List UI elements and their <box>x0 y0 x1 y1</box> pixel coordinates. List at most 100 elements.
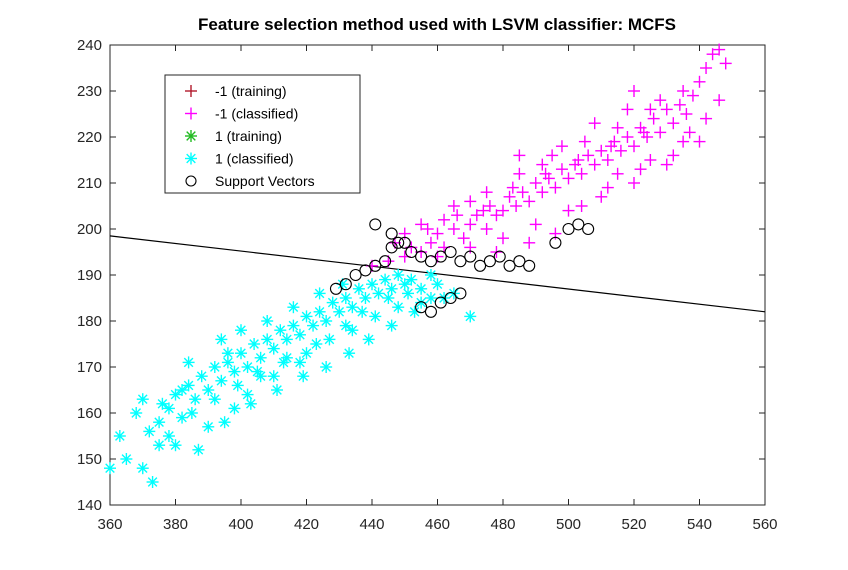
data-point <box>241 361 254 373</box>
data-point <box>503 190 516 203</box>
data-point <box>480 186 493 199</box>
data-point <box>686 89 699 102</box>
data-point <box>162 402 175 415</box>
x-tick-label: 440 <box>359 516 384 533</box>
data-point <box>392 301 405 314</box>
data-point <box>146 476 159 488</box>
data-point <box>572 154 585 166</box>
data-point <box>136 462 149 475</box>
data-point <box>369 259 382 272</box>
legend-item: Support Vectors <box>185 173 315 189</box>
data-point <box>621 103 634 116</box>
data-point <box>215 374 228 387</box>
data-point <box>287 301 300 314</box>
data-point <box>280 333 293 346</box>
y-tick-label: 160 <box>77 405 102 422</box>
data-point <box>267 370 280 383</box>
data-point <box>464 195 477 208</box>
data-point <box>415 301 428 314</box>
data-point <box>523 236 536 249</box>
data-point <box>513 167 526 180</box>
data-point <box>313 287 326 300</box>
data-point <box>588 117 601 130</box>
y-tick-label: 190 <box>77 267 102 284</box>
data-point <box>307 319 320 332</box>
data-point <box>483 255 496 268</box>
data-point <box>700 112 713 125</box>
data-point <box>329 282 343 295</box>
legend-label: 1 (classified) <box>215 151 294 167</box>
data-point <box>713 94 726 107</box>
legend-item: -1 (training) <box>185 83 287 99</box>
data-point <box>405 245 418 259</box>
decision-boundary <box>109 235 766 313</box>
data-point <box>683 126 696 139</box>
data-point <box>349 268 362 282</box>
data-point <box>130 407 143 419</box>
data-point <box>385 319 398 332</box>
data-point <box>215 333 228 346</box>
legend-box <box>164 74 361 194</box>
x-tick-label: 540 <box>687 516 712 533</box>
data-point <box>470 209 483 222</box>
data-point <box>660 103 673 116</box>
data-point <box>575 200 588 212</box>
y-tick-label: 240 <box>77 37 102 54</box>
data-point <box>235 347 247 360</box>
data-point <box>136 393 149 406</box>
data-point <box>120 453 133 465</box>
data-point <box>497 204 509 217</box>
data-point <box>182 356 195 369</box>
data-point <box>156 397 169 410</box>
data-point <box>497 232 509 245</box>
data-point <box>415 296 428 309</box>
data-point <box>398 236 411 249</box>
data-point <box>185 407 198 419</box>
data-point <box>706 48 719 61</box>
data-point <box>176 384 189 396</box>
data-point <box>660 158 673 171</box>
data-point <box>320 315 333 327</box>
data-point <box>523 259 536 272</box>
data-point <box>254 351 267 364</box>
legend-marker <box>185 85 197 97</box>
y-tick-label: 140 <box>77 497 102 514</box>
data-point <box>228 365 241 378</box>
data-point <box>595 144 608 157</box>
data-point <box>379 255 392 268</box>
data-point <box>424 236 437 249</box>
data-point <box>464 218 477 231</box>
legend-item: 1 (classified) <box>185 151 294 167</box>
data-point <box>451 209 464 222</box>
data-point <box>162 430 175 442</box>
data-point <box>529 177 542 189</box>
data-point <box>339 292 352 304</box>
data-point <box>644 103 657 116</box>
data-point <box>444 291 457 305</box>
data-points <box>104 43 732 488</box>
data-point <box>189 393 202 406</box>
data-point <box>510 200 523 212</box>
data-point <box>549 181 562 194</box>
x-tick-label: 400 <box>228 516 253 533</box>
data-point <box>143 425 156 438</box>
data-point <box>271 384 284 396</box>
data-point <box>562 172 575 185</box>
data-point <box>415 282 428 295</box>
data-point <box>169 388 182 401</box>
data-point <box>447 200 460 212</box>
data-point <box>297 370 310 383</box>
data-point <box>385 282 398 295</box>
data-point <box>202 384 215 396</box>
y-tick-label: 210 <box>77 175 102 192</box>
data-point <box>667 117 680 130</box>
data-point <box>493 250 506 263</box>
data-point <box>634 163 647 176</box>
data-point <box>221 347 234 360</box>
series-2 <box>329 218 595 318</box>
data-point <box>235 324 247 337</box>
data-point <box>575 167 588 180</box>
data-point <box>346 324 359 337</box>
data-point <box>464 250 477 263</box>
